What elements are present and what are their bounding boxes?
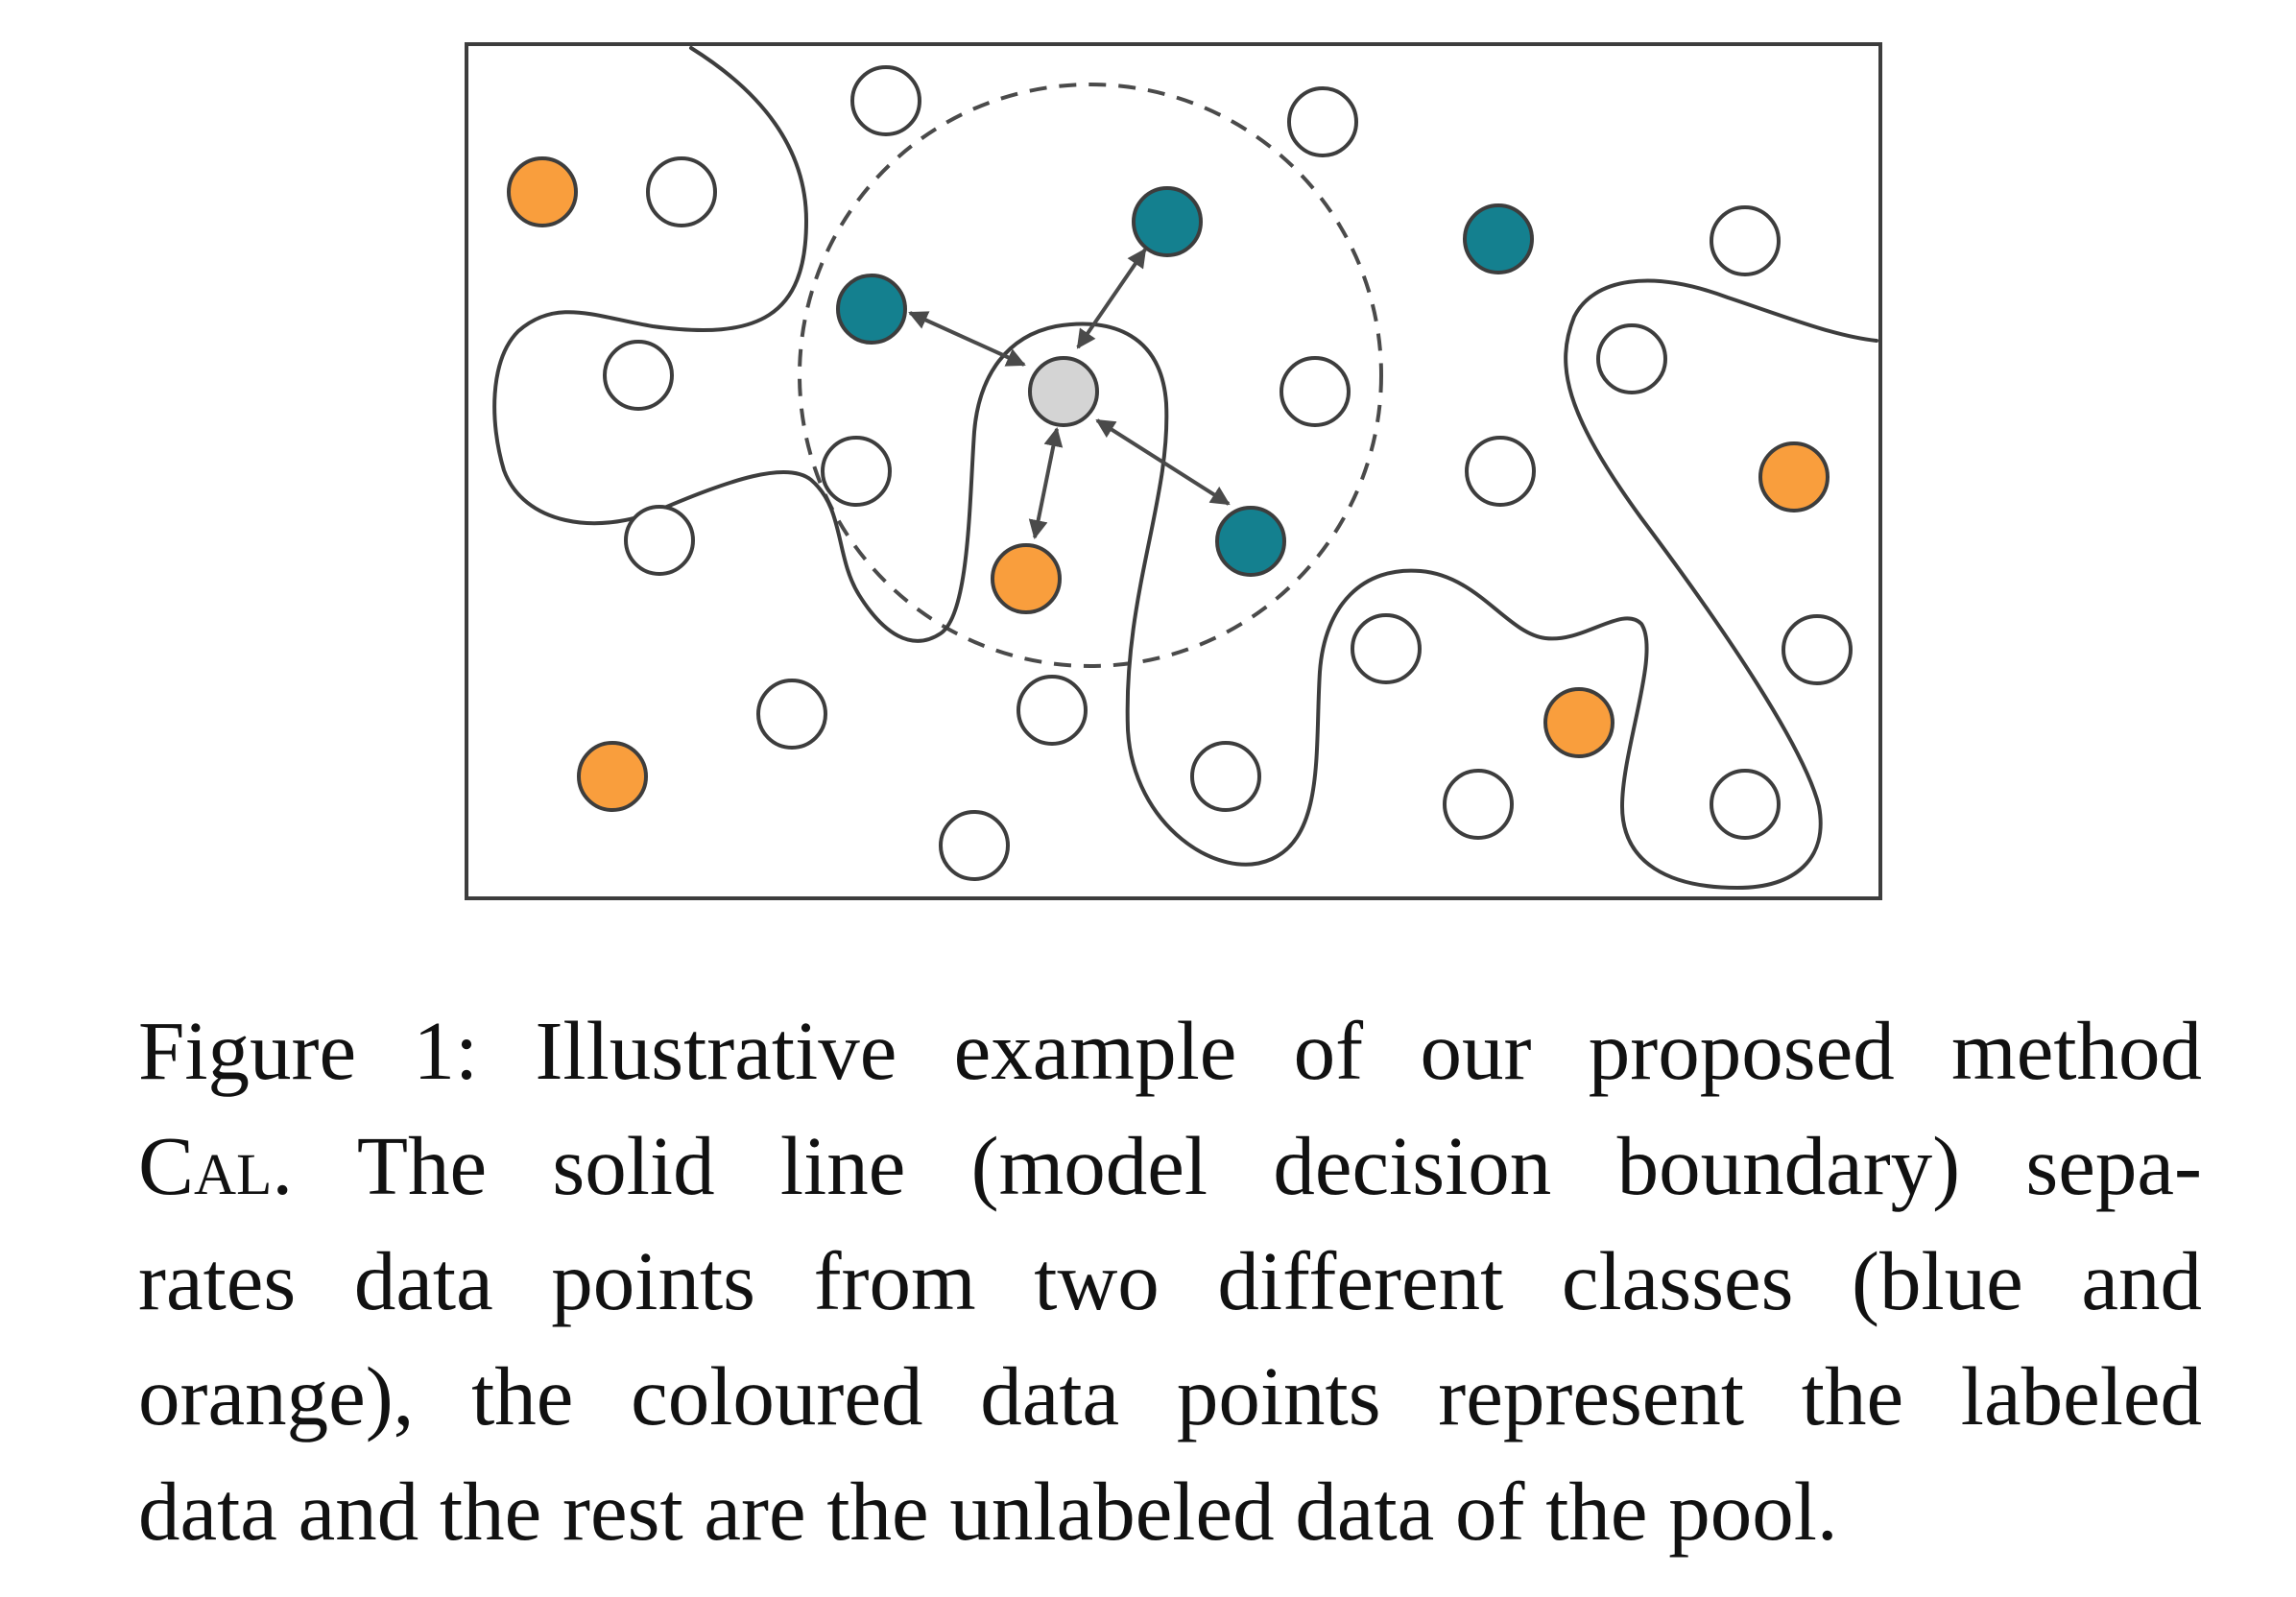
unlabeled-point <box>1710 205 1781 276</box>
unlabeled-point <box>939 810 1010 881</box>
unlabeled-point <box>1782 614 1853 685</box>
arrow-to-orange <box>1028 427 1064 539</box>
data-points <box>507 65 1853 881</box>
unlabeled-point <box>646 156 717 227</box>
unlabeled-point <box>1287 86 1358 157</box>
caption-line-2: Cal. The solid line (model decision boun… <box>138 1108 2202 1224</box>
neighborhood-circle <box>798 83 1383 668</box>
orange-point <box>1543 687 1614 758</box>
unlabeled-point <box>603 340 674 411</box>
unlabeled-point <box>1190 741 1261 812</box>
decision-boundary-left <box>492 46 1878 891</box>
figure-caption: Figure 1: Illustrative example of our pr… <box>138 993 2202 1569</box>
orange-point <box>507 156 578 227</box>
unlabeled-point <box>1016 675 1088 746</box>
arrow-to-blue-2 <box>1076 248 1147 349</box>
unlabeled-point <box>1351 613 1422 684</box>
caption-line-3: rates data points from two different cla… <box>138 1234 2202 1327</box>
orange-point <box>577 741 648 812</box>
blue-point <box>836 274 907 345</box>
caption-line-4: orange), the coloured data points repres… <box>138 1349 2202 1442</box>
caption-line-5: data and the rest are the unlabeled data… <box>138 1465 1838 1558</box>
unlabeled-point <box>1443 769 1514 840</box>
orange-point <box>1758 441 1830 512</box>
unlabeled-point <box>1710 769 1781 840</box>
arrow-to-blue-3 <box>1095 418 1231 506</box>
unlabeled-point <box>1465 436 1536 507</box>
unlabeled-point <box>821 436 892 507</box>
blue-point <box>1215 506 1286 577</box>
unlabeled-point <box>756 679 827 750</box>
blue-point <box>1132 186 1203 257</box>
caption-line-2-text: . The solid line (model decision boundar… <box>272 1119 2202 1212</box>
arrow-to-blue-1 <box>908 311 1026 367</box>
figure-illustration <box>465 42 1882 900</box>
caption-line-1: Figure 1: Illustrative example of our pr… <box>138 1004 2202 1097</box>
unlabeled-point <box>1280 356 1351 427</box>
unlabeled-point <box>624 505 695 576</box>
plot-frame <box>465 42 1882 900</box>
orange-point <box>991 543 1062 614</box>
unlabeled-point <box>850 65 921 136</box>
query-point <box>1028 356 1099 427</box>
blue-point <box>1463 203 1534 274</box>
unlabeled-point <box>1596 323 1667 394</box>
method-name: Cal <box>138 1119 273 1212</box>
